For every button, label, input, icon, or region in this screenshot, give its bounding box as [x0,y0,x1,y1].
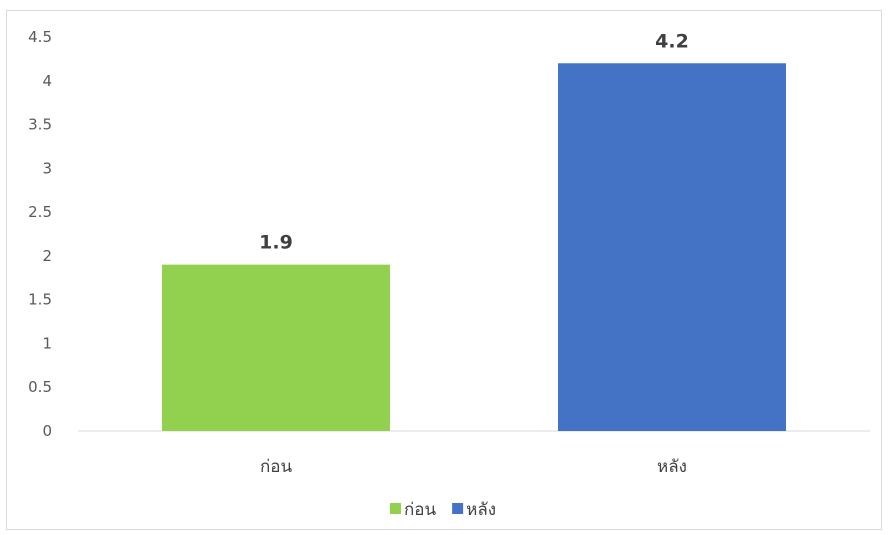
bars [162,63,786,432]
y-tick-label: 3.5 [28,116,52,134]
category-labels: ก่อน หลัง [260,457,687,477]
data-label: 1.9 [259,232,293,254]
y-tick-label: 2 [42,247,52,265]
y-tick-label: 0 [42,422,52,440]
data-labels: 1.9 4.2 [259,30,689,253]
y-tick-label: 4 [42,72,52,90]
y-tick-label: 2.5 [28,203,52,221]
category-label: ก่อน [260,457,293,477]
data-label: 4.2 [655,30,689,52]
legend-label: หลัง [466,500,496,520]
y-tick-label: 0.5 [28,378,52,396]
y-tick-label: 1.5 [28,291,52,309]
bar-2 [558,63,786,432]
legend-swatch [452,503,464,514]
y-tick-label: 3 [42,159,52,177]
bar-1 [162,264,390,431]
y-tick-label: 1 [42,334,52,352]
legend-label: ก่อน [404,500,437,520]
legend-swatch [390,503,401,514]
category-label: หลัง [657,457,687,477]
y-tick-label: 4.5 [28,28,52,46]
y-axis-tick-labels: 0 0.5 1 1.5 2 2.5 3 3.5 4 4.5 [28,28,52,440]
legend: ก่อน หลัง [390,500,496,520]
